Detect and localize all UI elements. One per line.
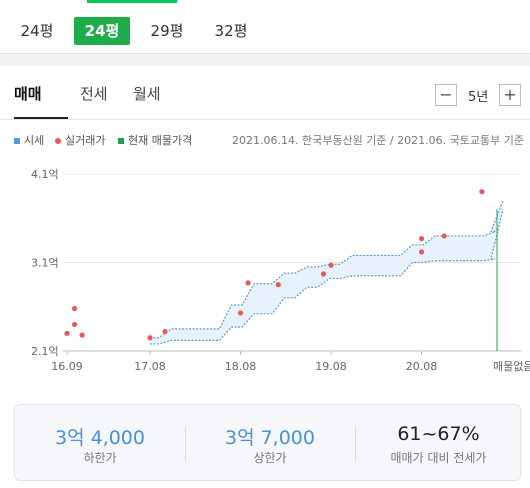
actual-trade-point (64, 330, 70, 336)
low-price-label: 하한가 (83, 451, 117, 465)
x-tick-label: 20.08 (406, 360, 438, 373)
active-tab-underline (14, 117, 68, 119)
summary-divider-1 (185, 427, 186, 461)
legend-current-label: 현재 매물가격 (128, 134, 193, 147)
ratio-label: 매매가 대비 전세가 (390, 451, 487, 465)
section-separator (0, 54, 530, 66)
sise-lower-line (149, 209, 504, 345)
actual-trade-point (147, 335, 153, 341)
legend-current: 현재 매물가격 (118, 132, 192, 148)
size-tab-32[interactable]: 32평 (214, 22, 248, 40)
price-chart: 4.1억 3.1억 2.1억 16.09 17.08 18.08 19.08 20.08 매물없… (31, 168, 530, 373)
actual-trade-point (441, 233, 447, 239)
y-tick-label: 3.1억 (31, 257, 59, 270)
low-price-value: 3억 4,000 (54, 427, 145, 449)
tab-sale[interactable]: 매매 (14, 85, 42, 103)
summary-divider-2 (355, 427, 356, 461)
summary-low: 3억 4,000 하한가 (15, 405, 185, 482)
actual-trade-point (320, 271, 327, 277)
data-source-note: 2021.06.14. 한국부동산원 기준 / 2021.06. 국토교통부 기… (232, 134, 524, 147)
legend-sise-swatch (14, 138, 20, 144)
tab-jeonse[interactable]: 전세 (80, 85, 108, 103)
legend-sise: 시세 (14, 132, 44, 148)
legend-current-swatch (118, 138, 124, 144)
summary-high: 3억 7,000 상한가 (185, 405, 355, 482)
legend-sise-label: 시세 (24, 134, 45, 147)
size-tab-24-a[interactable]: 24평 (20, 22, 54, 40)
actual-trade-point (328, 262, 334, 268)
sise-upper-line (149, 200, 504, 339)
summary-ratio: 61~67% 매매가 대비 전세가 (355, 405, 522, 482)
x-tick-label: 17.08 (134, 360, 166, 373)
legend-actual-swatch (55, 138, 61, 144)
tab-accent-line (87, 0, 177, 3)
period-value: 5년 (468, 90, 489, 105)
legend-actual: 실거래가 (55, 132, 105, 148)
actual-trade-point (275, 282, 281, 288)
size-tab-24-selected[interactable]: 24평 (74, 17, 130, 45)
y-tick-label: 4.1억 (31, 168, 59, 181)
sise-band-area (149, 200, 503, 344)
actual-trade-point (479, 189, 485, 195)
x-tick-label: 18.08 (225, 360, 257, 373)
size-tab-29[interactable]: 29평 (150, 22, 184, 40)
actual-trade-point (71, 305, 78, 312)
period-decrease-button[interactable]: − (435, 84, 457, 106)
actual-trade-point (162, 328, 168, 335)
actual-trade-point (418, 236, 425, 242)
period-increase-button[interactable]: + (499, 84, 521, 106)
high-price-value: 3억 7,000 (224, 427, 315, 449)
actual-trade-point (79, 332, 85, 338)
y-tick-label: 2.1억 (31, 345, 59, 358)
actual-trade-point (245, 280, 251, 286)
jeonse-summary-box: 3억 4,000 하한가 3억 7,000 상한가 61~67% 매매가 대비 … (14, 404, 521, 481)
actual-trade-point (71, 321, 78, 328)
ratio-value: 61~67% (397, 423, 480, 445)
x-tick-label: 16.09 (51, 360, 83, 373)
tab-monthly-rent[interactable]: 월세 (133, 85, 161, 103)
actual-trade-point (418, 249, 425, 255)
high-price-label: 상한가 (253, 451, 287, 465)
x-end-label: 매물없음 (493, 360, 530, 373)
period-stepper: − 5년 + (435, 84, 521, 106)
size-tab-bar: 24평 24평 29평 32평 (0, 0, 530, 54)
actual-trade-point (237, 310, 244, 316)
legend-actual-label: 실거래가 (65, 134, 106, 147)
x-tick-label: 19.08 (315, 360, 347, 373)
trade-type-tab-bar: 매매 전세 월세 − 5년 + (0, 66, 530, 120)
